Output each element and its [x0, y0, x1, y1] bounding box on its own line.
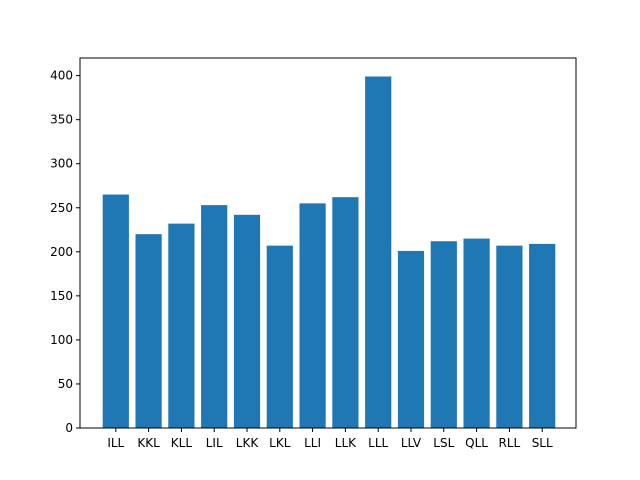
x-tick-label: LKL — [269, 436, 291, 450]
y-tick-label: 0 — [65, 421, 73, 435]
plot-frame — [79, 57, 577, 429]
bar-lil — [201, 205, 228, 428]
bar-lli — [299, 203, 326, 428]
bar-llk — [332, 197, 359, 428]
bar-qll — [463, 238, 490, 428]
y-tick-label: 300 — [50, 157, 73, 171]
x-tick-label: LLL — [368, 436, 388, 450]
x-tick-label: LLI — [304, 436, 321, 450]
y-tick-label: 100 — [50, 333, 73, 347]
bars-group — [102, 76, 556, 428]
y-axis: 0 50 100 150 200 250 300 350 400 — [50, 69, 80, 435]
x-tick-label: SLL — [532, 436, 553, 450]
bar-lll — [365, 76, 392, 428]
x-tick-label: LLV — [401, 436, 422, 450]
bar-lkl — [266, 245, 293, 428]
x-tick-label: LKK — [236, 436, 260, 450]
x-tick-label: KKL — [137, 436, 160, 450]
y-tick-label: 350 — [50, 113, 73, 127]
x-tick-label: ILL — [107, 436, 124, 450]
bar-rll — [496, 245, 523, 428]
x-tick-label: RLL — [499, 436, 521, 450]
x-tick-label: QLL — [465, 436, 488, 450]
y-tick-label: 200 — [50, 245, 73, 259]
x-tick-label: KLL — [171, 436, 193, 450]
bar-kll — [168, 223, 195, 428]
bar-ill — [102, 194, 129, 428]
bar-llv — [397, 250, 425, 428]
y-tick-label: 250 — [50, 201, 73, 215]
bar-lkk — [233, 214, 261, 428]
x-tick-label: LSL — [433, 436, 454, 450]
x-axis: ILL KKL KLL LIL LKK LKL LLI LLK LLL LLV LSL QLL RLL S… — [107, 428, 553, 450]
x-tick-label: LLK — [335, 436, 357, 450]
bar-kkl — [135, 234, 162, 428]
bar-lsl — [430, 241, 457, 428]
y-tick-label: 50 — [58, 377, 73, 391]
y-tick-label: 150 — [50, 289, 73, 303]
bar-sll — [529, 243, 556, 428]
x-tick-label: LIL — [206, 436, 223, 450]
y-tick-label: 400 — [50, 69, 73, 83]
